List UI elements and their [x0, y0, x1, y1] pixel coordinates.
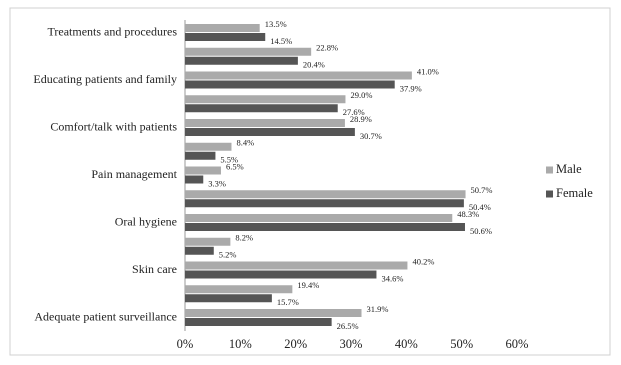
category-label: Skin care: [132, 262, 177, 276]
bar: [185, 214, 453, 222]
value-label: 20.4%: [303, 60, 325, 70]
value-label: 50.4%: [469, 202, 491, 212]
chart-frame: [9, 7, 611, 356]
category-label: Treatments and procedures: [47, 24, 177, 38]
value-label: 27.6%: [343, 107, 365, 117]
value-label: 22.8%: [316, 43, 338, 53]
bar: [185, 80, 395, 89]
x-tick-label: 60%: [506, 337, 529, 351]
bar: [185, 166, 221, 175]
x-tick-label: 10%: [229, 337, 252, 351]
bar: [185, 190, 466, 199]
bar: [185, 261, 408, 270]
category-label: Comfort/talk with patients: [50, 119, 177, 133]
x-tick-label: 20%: [284, 337, 307, 351]
value-label: 14.5%: [270, 36, 292, 46]
value-label: 19.4%: [297, 280, 319, 290]
bar: [185, 119, 345, 127]
bar: [185, 47, 312, 56]
value-label: 48.3%: [457, 209, 479, 219]
category-label: Pain management: [91, 167, 177, 181]
bar: [185, 237, 231, 246]
value-label: 34.6%: [381, 273, 403, 283]
bar: [185, 33, 266, 41]
bar: [185, 285, 293, 294]
bar: [185, 223, 465, 231]
x-tick-label: 40%: [395, 337, 418, 351]
value-label: 31.9%: [367, 304, 389, 314]
bar: [185, 128, 355, 136]
x-tick-label: 0%: [177, 337, 194, 351]
category-label: Adequate patient surveillance: [34, 309, 177, 323]
value-label: 6.5%: [226, 161, 244, 171]
value-label: 40.2%: [412, 256, 434, 266]
x-tick-label: 30%: [340, 337, 363, 351]
value-label: 3.3%: [208, 178, 226, 188]
bar: [185, 294, 272, 303]
value-label: 28.9%: [350, 114, 372, 124]
bar: [185, 199, 464, 208]
x-tick-label: 50%: [450, 337, 473, 351]
bar: [185, 142, 232, 151]
value-label: 13.5%: [265, 19, 287, 29]
value-label: 37.9%: [400, 83, 422, 93]
value-label: 8.2%: [235, 233, 253, 243]
bar: [185, 270, 377, 279]
legend-label: Male: [556, 162, 582, 176]
legend-label: Female: [556, 186, 593, 200]
value-label: 15.7%: [277, 297, 299, 307]
value-label: 50.7%: [471, 185, 493, 195]
value-label: 29.0%: [350, 90, 372, 100]
bar: [185, 151, 216, 160]
bar: [185, 56, 298, 65]
value-label: 5.5%: [220, 155, 238, 165]
value-label: 30.7%: [360, 131, 382, 141]
legend-swatch: [546, 190, 553, 198]
bar: [185, 175, 204, 184]
bar: [185, 24, 260, 32]
category-label: Educating patients and family: [33, 72, 177, 86]
bar: [185, 71, 412, 80]
bar: [185, 104, 338, 113]
value-label: 5.2%: [219, 250, 237, 260]
bar: [185, 318, 332, 326]
value-label: 26.5%: [337, 321, 359, 331]
bar: [185, 309, 362, 317]
bar: [185, 246, 214, 255]
value-label: 50.6%: [470, 226, 492, 236]
legend-swatch: [546, 166, 553, 174]
value-label: 8.4%: [236, 138, 254, 148]
category-label: Oral hygiene: [115, 214, 177, 228]
value-label: 41.0%: [417, 66, 439, 76]
bar: [185, 95, 346, 104]
